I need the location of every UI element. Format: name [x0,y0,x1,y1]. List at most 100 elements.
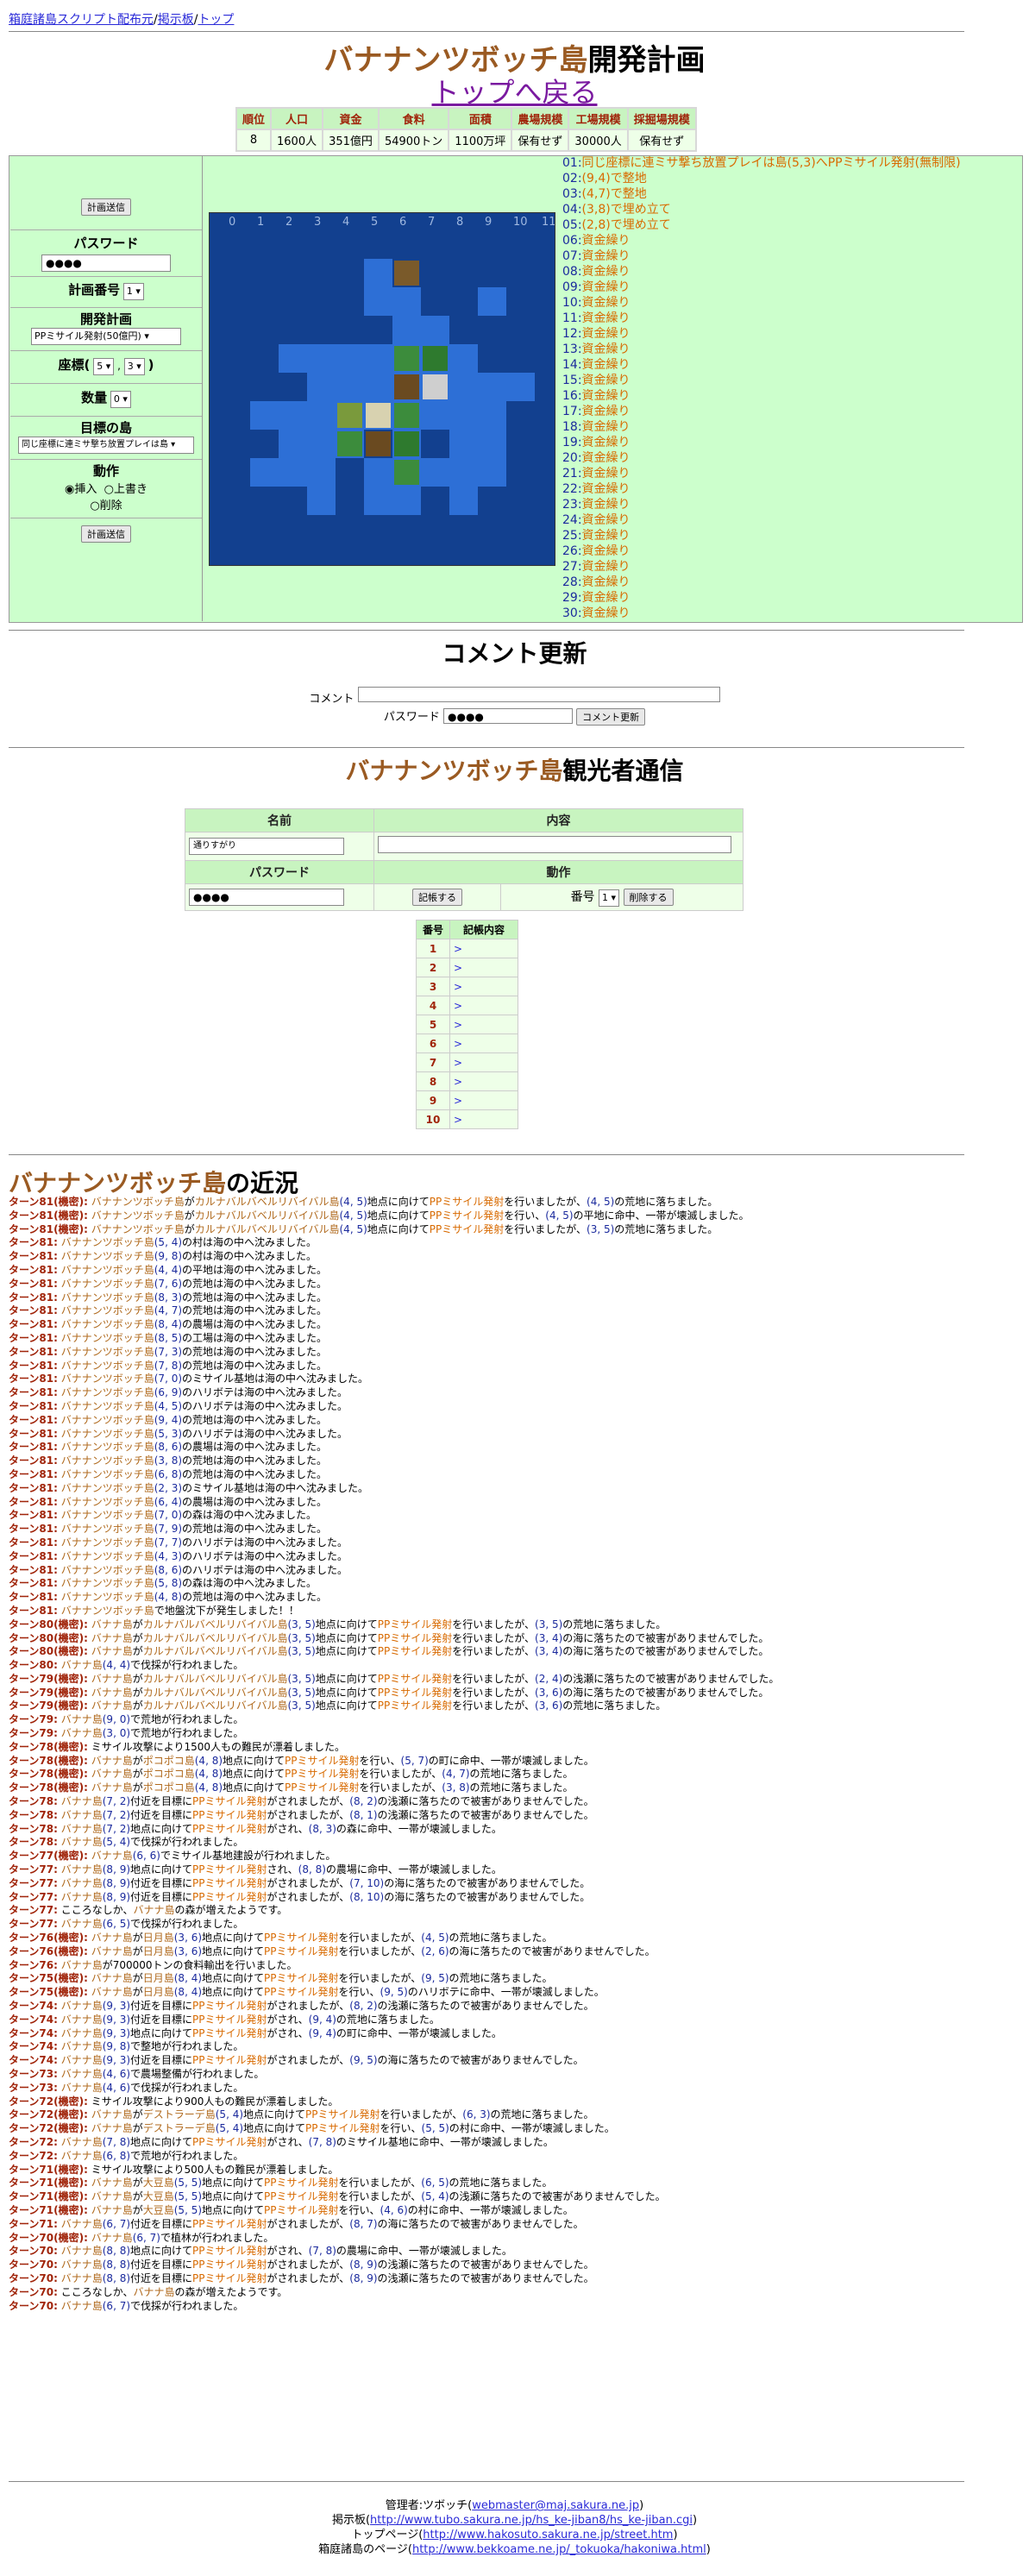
plan-item[interactable]: 12:資金繰り [562,326,1020,342]
plan-item[interactable]: 19:資金繰り [562,435,1020,450]
submit-plan-button-bottom[interactable]: 計画送信 [81,525,131,543]
footer-paren: ) [692,2514,698,2527]
plan-item[interactable]: 18:資金繰り [562,419,1020,435]
delete-no-select[interactable]: 1 ▾ [599,889,620,907]
overwrite-radio[interactable]: ○ [104,483,114,496]
plan-item[interactable]: 01:同じ座標に連ミサ撃ち放置プレイは島(5,3)へPPミサイル発射(無制限) [562,155,1020,171]
log-entry: ターン81: バナナンツボッチ島(3, 8)の荒地は海の中へ沈みました。 [9,1454,328,1467]
footer-admin-label: 管理者:ツボッチ( [385,2499,473,2512]
guestbook-row-number: 1 [416,939,450,958]
log-entry: ターン81: バナナンツボッチ島(8, 4)の農場は海の中へ沈みました。 [9,1318,328,1331]
log-entry: ターン81(機密): バナナンツボッチ島がカルナバルバベルリバイバル島(4, 5… [9,1196,718,1208]
plan-item[interactable]: 25:資金繰り [562,528,1020,543]
submit-plan-button[interactable]: 計画送信 [81,198,131,216]
plan-number-select[interactable]: 1 ▾ [122,283,144,300]
status-value: 351億円 [322,129,380,152]
shallow-water-tile [336,373,364,401]
plan-item[interactable]: 27:資金繰り [562,559,1020,575]
delete-post-button[interactable]: 削除する [623,889,674,906]
footer-bbs-link[interactable]: http://www.tubo.sakura.ne.jp/hs_ke-jiban… [370,2514,693,2527]
status-header: 人口 [270,107,324,130]
guestbook-row: 7 > [416,1052,518,1072]
plan-item[interactable]: 07:資金繰り [562,248,1020,264]
plan-item[interactable]: 23:資金繰り [562,497,1020,512]
plan-text: (2,8)で埋め立て [581,218,671,232]
plan-number: 03: [562,187,582,201]
plan-item[interactable]: 09:資金繰り [562,280,1020,295]
log-entry: ターン72: バナナ島(7, 8)地点に向けてPPミサイル発射がされ、(7, 8… [9,2135,554,2148]
comment-update-button[interactable]: コメント更新 [576,708,646,726]
log-entry: ターン81: バナナンツボッチ島(6, 4)の農場は海の中へ沈みました。 [9,1495,328,1508]
plan-item[interactable]: 20:資金繰り [562,450,1020,466]
log-entry: ターン81: バナナンツボッチ島(7, 8)の荒地は海の中へ沈みました。 [9,1359,328,1372]
map-x-tick: 8 [456,216,463,229]
plan-item[interactable]: 06:資金繰り [562,233,1020,248]
plan-item[interactable]: 11:資金繰り [562,311,1020,326]
plan-item[interactable]: 24:資金繰り [562,512,1020,528]
footer-paren: ) [639,2499,644,2512]
log-entry: ターン81: バナナンツボッチ島(5, 4)の村は海の中へ沈みました。 [9,1236,317,1249]
island-name: バナナンツボッチ島 [323,43,588,78]
nav-bbs-link[interactable]: 掲示板 [157,13,194,27]
plan-item[interactable]: 03:(4,7)で整地 [562,186,1020,202]
footer-hakoniwa-link[interactable]: http://www.bekkoame.ne.jp/_tokuoka/hakon… [411,2543,706,2556]
island-map[interactable]: 0 1 2 3 4 5 6 7 8 9 10 11 [209,212,556,566]
wasteland-tile [366,431,391,456]
plan-item[interactable]: 08:資金繰り [562,264,1020,280]
visitor-title-suffix: 観光者通信 [562,757,684,785]
post-button[interactable]: 記帳する [412,889,463,906]
shallow-water-tile [250,401,279,430]
plan-item[interactable]: 04:(3,8)で埋め立て [562,202,1020,217]
delete-radio[interactable]: ○ [90,499,100,512]
plan-item[interactable]: 22:資金繰り [562,481,1020,497]
plan-item[interactable]: 26:資金繰り [562,543,1020,559]
log-entry: ターン80: バナナ島(4, 4)で伐採が行われました。 [9,1659,244,1672]
coordinate-y-select[interactable]: 3 ▾ [123,358,145,375]
comment-pw-input[interactable]: ●●●● [443,708,573,724]
plan-type-select[interactable]: PPミサイル発射(50億円) ▾ [31,328,181,345]
comment-input[interactable] [357,687,720,702]
log-entry: ターン80(機密): バナナ島がカルナバルバベルリバイバル島(3, 5)地点に向… [9,1645,769,1658]
shallow-water-tile [307,373,336,401]
target-island-select[interactable]: 同じ座標に連ミサ撃ち放置プレイは島 ▾ [18,437,194,454]
guestbook-row-number: 4 [416,996,450,1015]
plan-item[interactable]: 05:(2,8)で埋め立て [562,217,1020,233]
nav-top-link[interactable]: トップ [198,13,235,27]
col-name: 名前 [185,808,374,832]
plan-item[interactable]: 21:資金繰り [562,466,1020,481]
plan-item[interactable]: 15:資金繰り [562,373,1020,388]
quantity-select[interactable]: 0 ▾ [110,391,131,408]
footer-top-link[interactable]: http://www.hakosuto.sakura.ne.jp/street.… [423,2529,674,2541]
insert-radio[interactable]: ◉ [65,483,75,496]
forest-tile [394,346,419,371]
guestbook-row: 8 > [416,1071,518,1091]
plan-item[interactable]: 30:資金繰り [562,606,1020,621]
sea-tile [421,430,449,458]
status-value: 保有せず [626,129,697,152]
visitor-pw-input[interactable]: ●●●● [189,889,344,906]
nav-script-link[interactable]: 箱庭諸島スクリプト配布元 [9,13,154,27]
plan-item[interactable]: 02:(9,4)で整地 [562,171,1020,186]
plan-item[interactable]: 10:資金繰り [562,295,1020,311]
guestbook-row-content: > [449,958,518,977]
visitor-name-input[interactable]: 通りすがり [189,838,344,855]
log-entry: ターン74: バナナ島(9, 3)付近を目標にPPミサイル発射がされ、(9, 4… [9,2013,440,2026]
plan-item[interactable]: 29:資金繰り [562,590,1020,606]
plan-item[interactable]: 14:資金繰り [562,357,1020,373]
visitor-title: バナナンツボッチ島観光者通信 [0,752,1029,787]
shallow-water-tile [478,287,506,316]
footer-paren: ) [706,2543,711,2556]
guestbook-row-content: > [449,996,518,1015]
plan-item[interactable]: 13:資金繰り [562,342,1020,357]
back-to-top-link[interactable]: トップへ戻る [431,76,598,109]
plan-item[interactable]: 16:資金繰り [562,388,1020,404]
coordinate-x-select[interactable]: 5 ▾ [93,358,115,375]
footer-admin-email[interactable]: webmaster@maj.sakura.ne.jp [472,2499,640,2512]
plan-item[interactable]: 17:資金繰り [562,404,1020,419]
visitor-content-input[interactable] [378,836,731,853]
action-radios: ◉挿入 ○上書き [10,480,202,496]
password-input[interactable]: ●●●● [41,254,171,272]
log-entry: ターン72(機密): バナナ島がデストラーデ島(5, 4)地点に向けてPPミサイ… [9,2122,615,2135]
plan-number: 04: [562,203,582,217]
plan-item[interactable]: 28:資金繰り [562,575,1020,590]
